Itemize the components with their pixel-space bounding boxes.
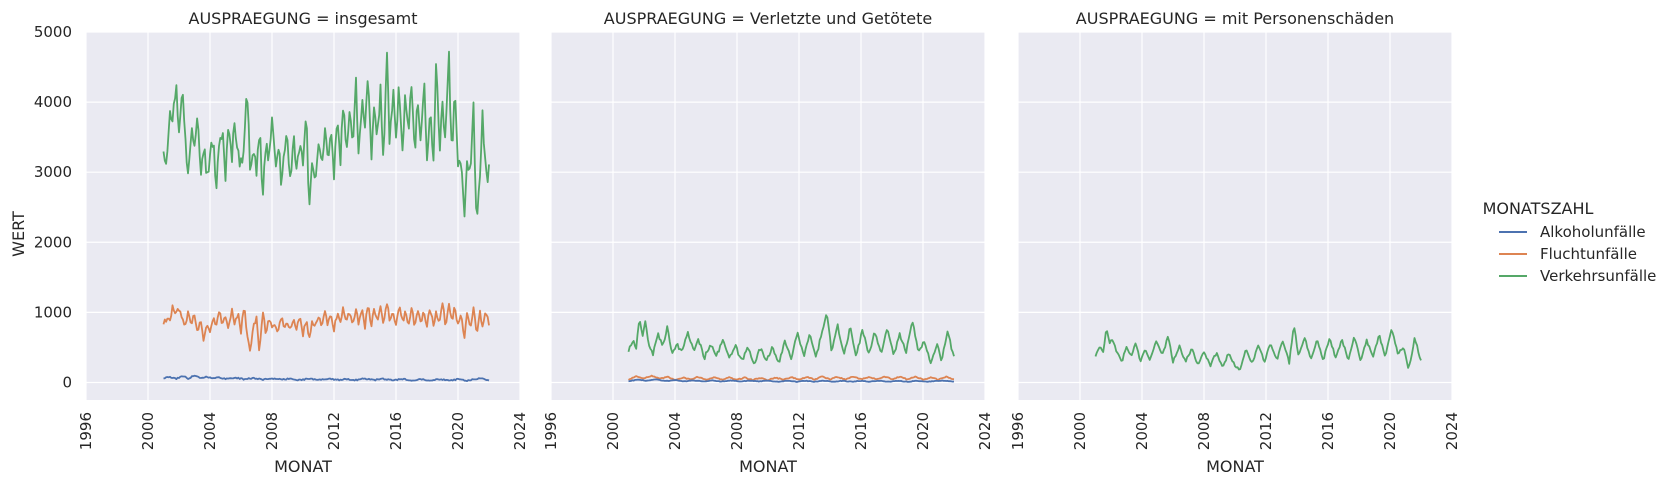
facet-panel-3: AUSPRAEGUNG = mit Personenschäden 1996 200… [1009,9,1461,476]
x-tick-label: 2020 [914,412,932,450]
x-tick-label: 2020 [449,412,467,450]
series-line-verkehrsunf-lle [1094,327,1422,371]
legend: MONATSZAHL Alkoholunfälle Fluchtunfälle Ver… [1483,199,1657,285]
legend-entry-label: Verkehrsunfälle [1540,267,1656,285]
x-tick-label: 2012 [790,412,808,450]
x-tick-label: 2008 [263,412,281,450]
x-tick-label: 2024 [976,412,994,450]
plot-area-background [86,32,520,400]
panel-title: AUSPRAEGUNG = insgesamt [189,9,418,28]
x-tick-label: 2012 [325,412,343,450]
legend-title: MONATSZAHL [1483,199,1594,218]
panel-title: AUSPRAEGUNG = mit Personenschäden [1076,9,1394,28]
panels-layer: AUSPRAEGUNG = insgesamt 1996 2000 2004 2008 2… [34,9,1461,476]
y-tick-label: 3000 [34,163,72,181]
series-line-verkehrsunf-lle [162,50,490,218]
legend-entry-label: Fluchtunfälle [1540,245,1637,263]
x-tick-label: 2024 [511,412,529,450]
series-line-verkehrsunf-lle [627,314,955,365]
facet-panel-2: AUSPRAEGUNG = Verletzte und Getötete 1996… [542,9,994,476]
x-tick-label: 2008 [728,412,746,450]
series-line-alkoholunf-lle [163,374,490,382]
x-tick-label: 2000 [139,412,157,450]
facet-panel-1: AUSPRAEGUNG = insgesamt 1996 2000 2004 2008 2… [34,9,529,476]
x-tick-label: 2000 [604,412,622,450]
x-tick-label: 1996 [77,412,95,450]
x-tick-label: 2008 [1195,412,1213,450]
x-tick-label: 2000 [1071,412,1089,450]
x-tick-label: 2024 [1443,412,1461,450]
y-axis-label: WERT [9,211,28,257]
x-tick-label: 2004 [1133,412,1151,450]
x-tick-label: 2016 [387,412,405,450]
x-axis-label: MONAT [739,457,797,476]
x-tick-label: 1996 [1009,412,1027,450]
x-tick-label: 2020 [1381,412,1399,450]
x-tick-label: 2004 [666,412,684,450]
y-tick-label: 2000 [34,233,72,251]
series-line-fluchtunf-lle [628,374,955,382]
y-tick-label: 1000 [34,303,72,321]
y-tick-label: 0 [62,373,72,391]
x-tick-label: 2016 [1319,412,1337,450]
x-axis-label: MONAT [1206,457,1264,476]
panel-title: AUSPRAEGUNG = Verletzte und Getötete [604,9,932,28]
legend-entry-label: Alkoholunfälle [1540,223,1646,241]
y-tick-label: 4000 [34,93,72,111]
x-tick-label: 1996 [542,412,560,450]
plot-area-background [551,32,985,400]
x-tick-label: 2012 [1257,412,1275,450]
series-line-alkoholunf-lle [628,378,955,383]
y-tick-label: 5000 [34,23,72,41]
x-tick-label: 2016 [852,412,870,450]
x-tick-label: 2004 [201,412,219,450]
series-line-fluchtunf-lle [162,302,490,352]
shared-axes-layer: WERT [9,211,28,257]
x-axis-label: MONAT [274,457,332,476]
